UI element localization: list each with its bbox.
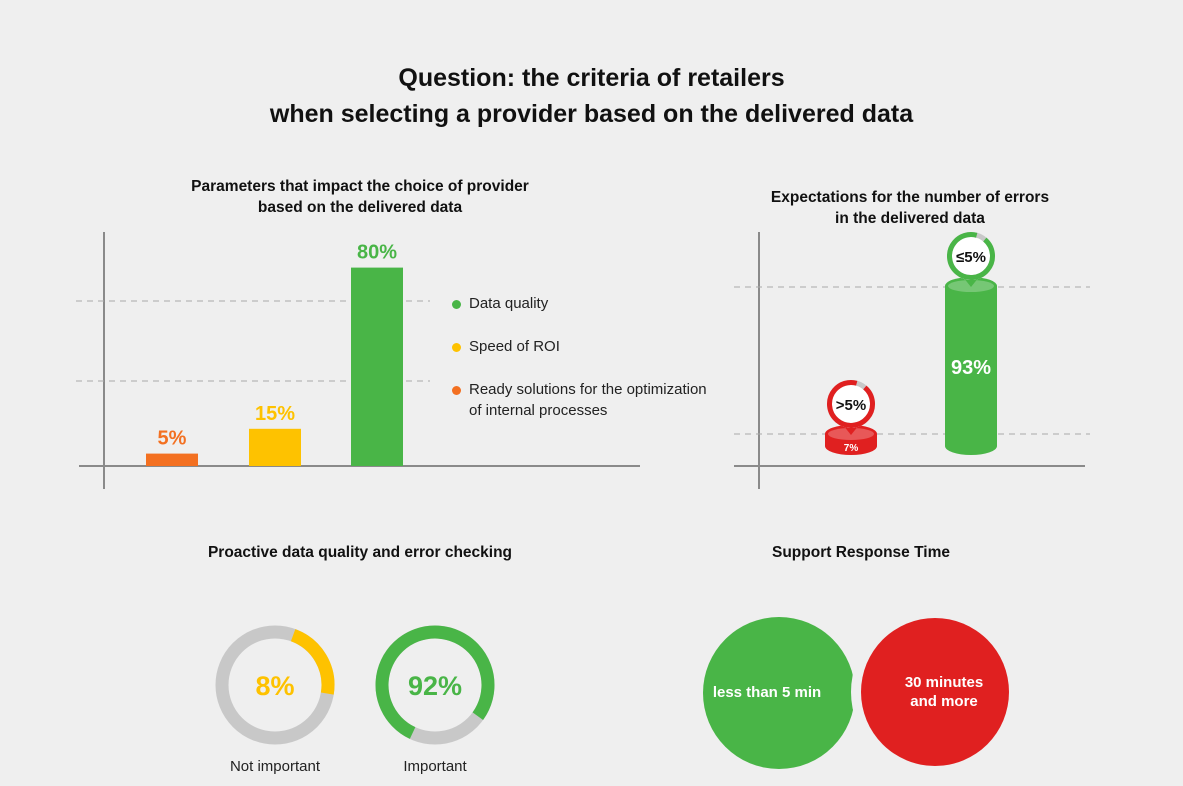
cylinder-body-1 <box>945 286 997 455</box>
slow-response-label-line-2: and more <box>910 693 978 710</box>
proactive-donuts: 8% 92% <box>215 625 495 745</box>
legend-label-line-1: Ready solutions for the optimization <box>469 381 707 398</box>
fast-response-label: less than 5 min <box>713 684 821 701</box>
bar-value-label: 15% <box>255 403 295 425</box>
bar-2 <box>351 267 403 466</box>
important-label: Important <box>403 758 467 775</box>
pin-label: ≤5% <box>956 249 986 266</box>
params-bar-chart: 5% 15% 80% <box>76 232 640 489</box>
support-chart-title: Support Response Time <box>772 544 950 561</box>
pin-ring <box>827 379 875 428</box>
donut-arc <box>375 625 495 745</box>
errors-chart-title: Expectations for the number of errors in… <box>735 187 1085 229</box>
legend-item-data-quality: Data quality <box>452 293 549 314</box>
cylinder-value-label: 93% <box>951 357 991 379</box>
legend-dot <box>452 300 461 309</box>
donut-value-label: 92% <box>408 671 462 701</box>
cylinder-value-label: 7% <box>844 443 859 454</box>
page-title-line-1: Question: the criteria of retailers <box>398 64 785 92</box>
legend-label: Data quality <box>469 295 549 312</box>
legend-dot <box>452 386 461 395</box>
legend-item-speed-of-roi: Speed of ROI <box>452 336 560 357</box>
proactive-chart-title: Proactive data quality and error checkin… <box>207 544 513 561</box>
legend-label: Speed of ROI <box>469 338 560 355</box>
pin-ring <box>947 232 995 281</box>
legend-label-line-2: of internal processes <box>469 402 608 419</box>
params-chart-title-line-2: based on the delivered data <box>257 199 463 216</box>
not-important-label: Not important <box>229 758 321 775</box>
fast-response-circle <box>703 617 855 769</box>
legend-item-ready-solutions: Ready solutions for the optimization of … <box>452 379 707 421</box>
pin-bg <box>947 232 995 281</box>
page-title: Question: the criteria of retailers when… <box>0 60 1183 132</box>
pin-bg <box>827 379 875 428</box>
errors-bar-chart: 7% >5% 93% ≤5% <box>734 232 1090 489</box>
pin-label: >5% <box>836 397 866 414</box>
page-title-line-2: when selecting a provider based on the d… <box>269 100 914 128</box>
errors-chart-title-line-1: Expectations for the number of errors <box>770 189 1050 206</box>
bar-value-label: 5% <box>158 428 187 450</box>
donut-arc <box>215 625 335 745</box>
legend-dot <box>452 343 461 352</box>
bar-value-label: 80% <box>357 242 397 264</box>
donut-value-label: 8% <box>255 671 294 701</box>
params-chart-title-line-1: Parameters that impact the choice of pro… <box>191 178 529 195</box>
slow-response-label-line-1: 30 minutes <box>905 674 983 691</box>
bar-0 <box>146 453 198 466</box>
slow-response-circle <box>861 618 1009 766</box>
support-circles: less than 5 min 30 minutes and more <box>703 617 1009 769</box>
bar-1 <box>249 428 301 466</box>
params-chart-title: Parameters that impact the choice of pro… <box>150 176 570 218</box>
errors-chart-title-line-2: in the delivered data <box>835 210 985 227</box>
